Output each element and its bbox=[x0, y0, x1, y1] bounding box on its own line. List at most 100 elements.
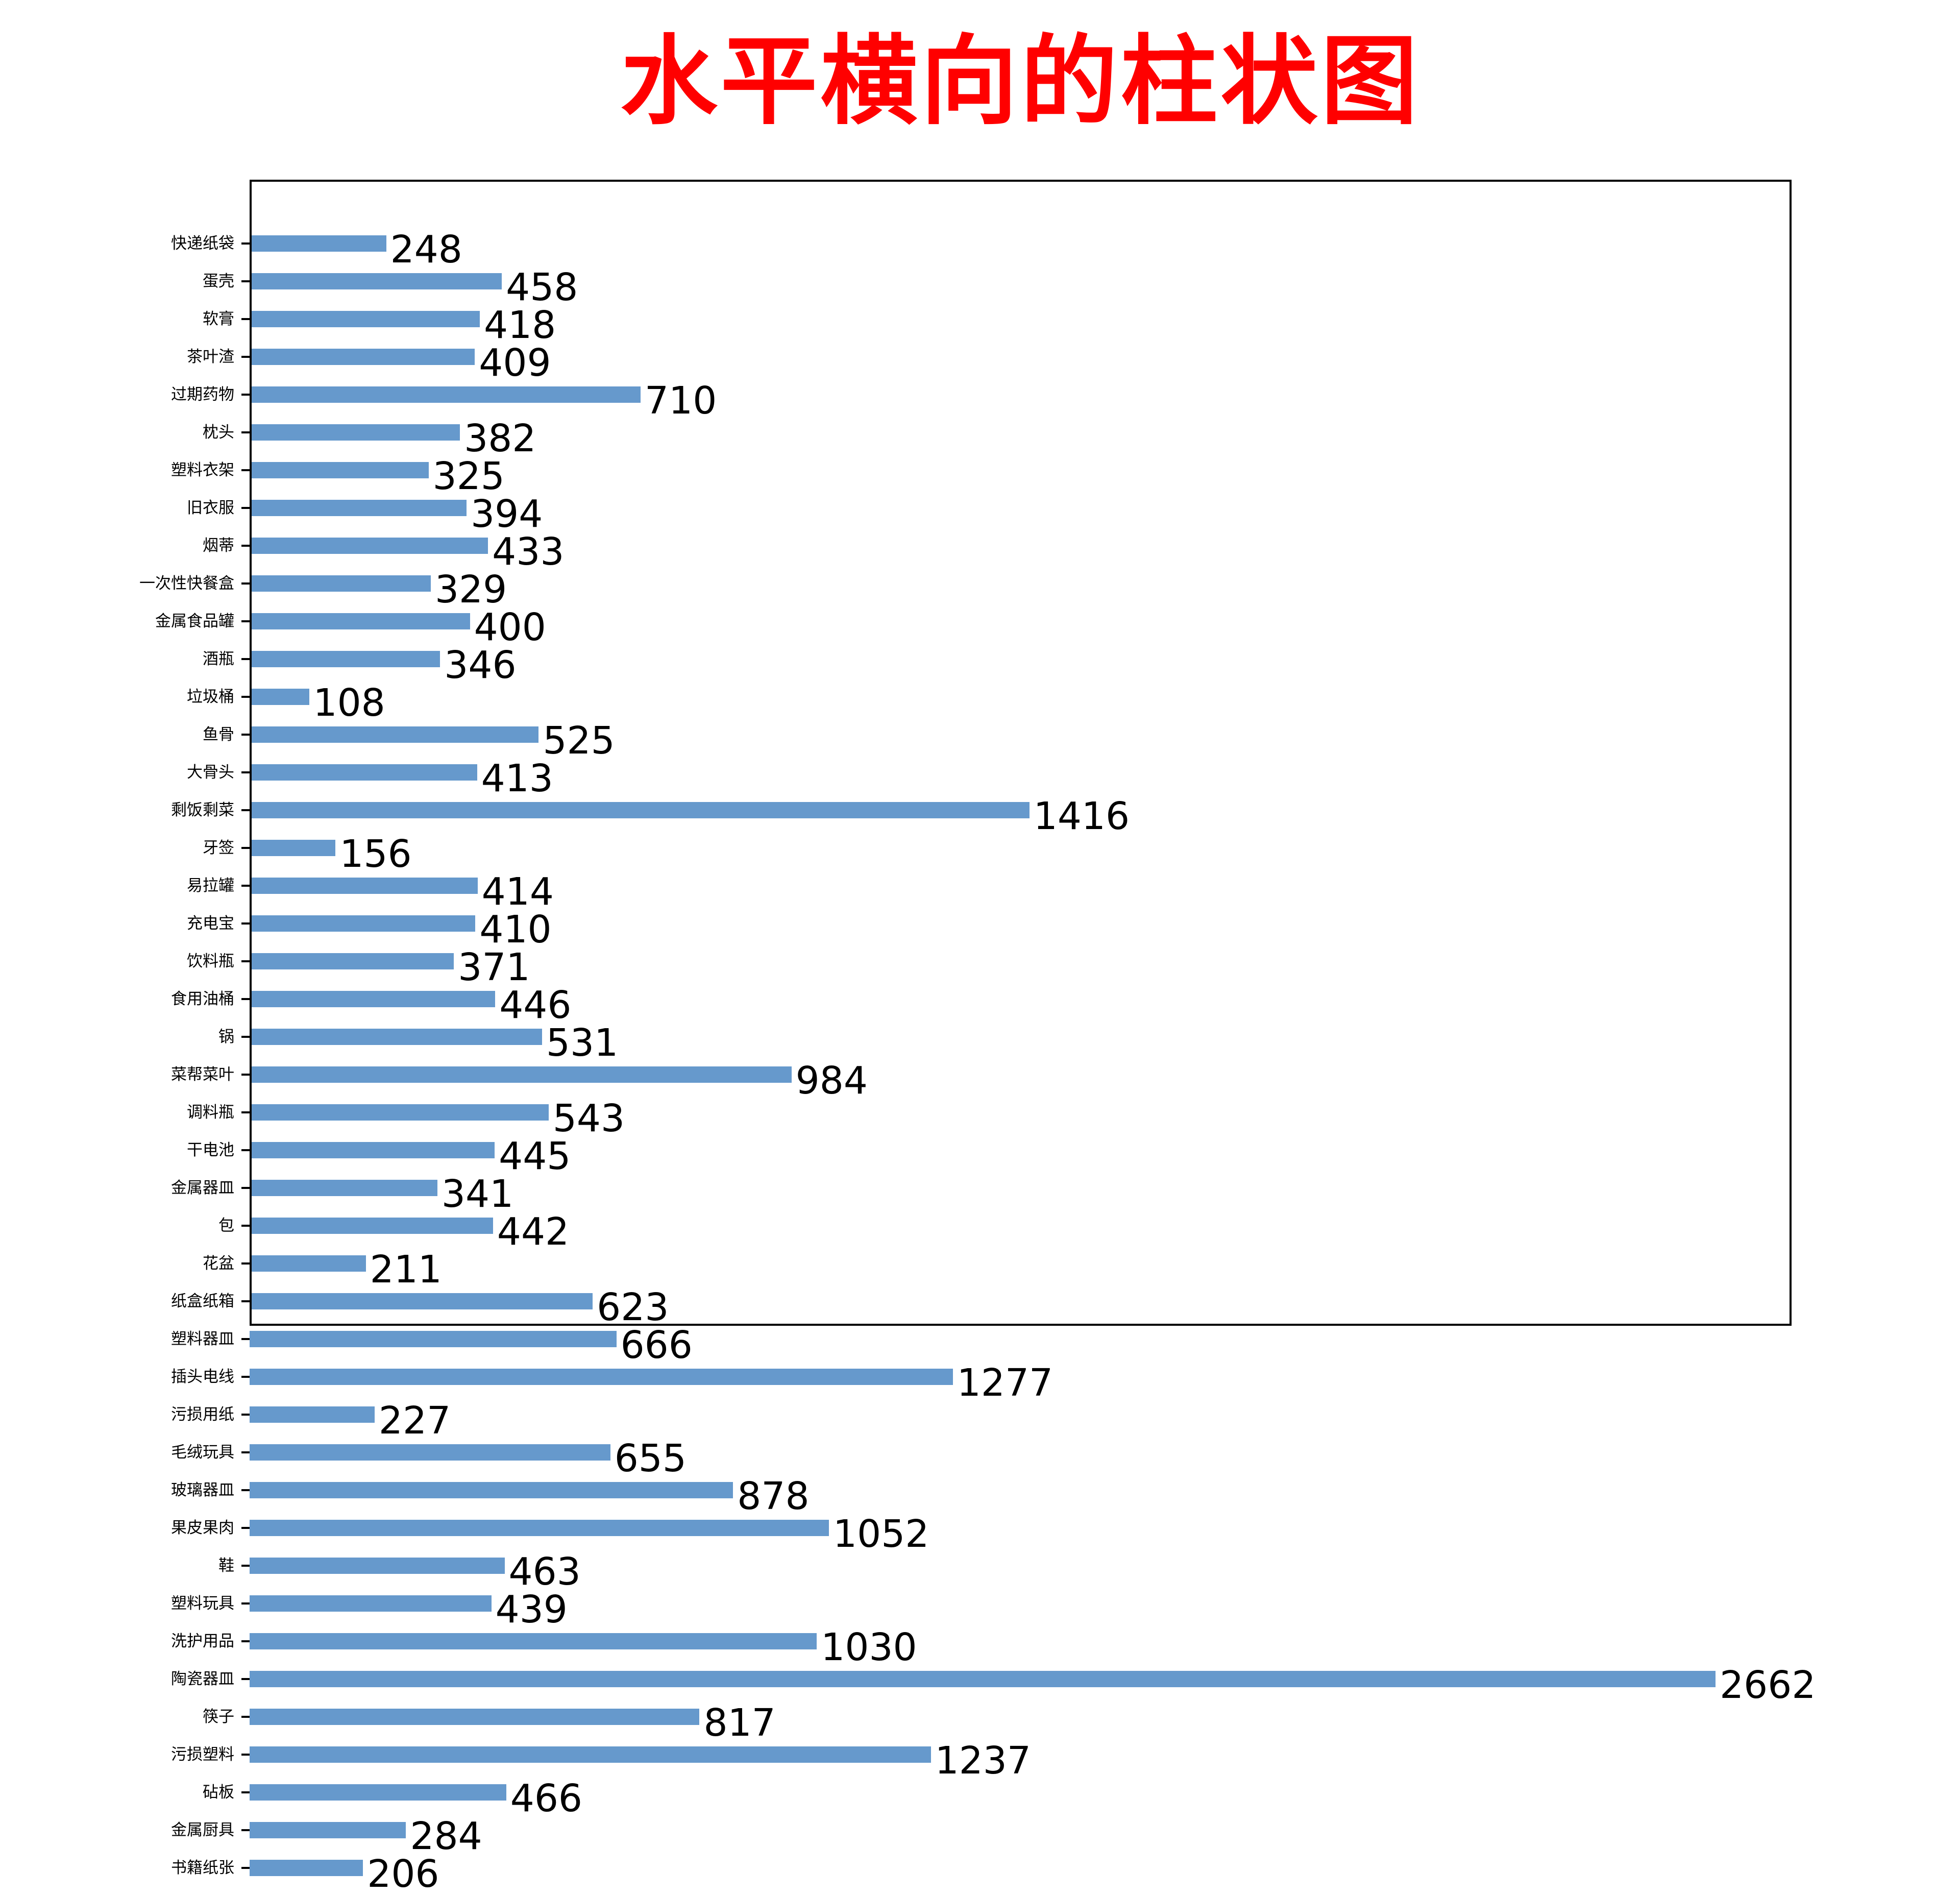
tick-mark bbox=[241, 1640, 250, 1642]
bar bbox=[250, 1444, 610, 1461]
category-label: 金属器皿 bbox=[171, 1178, 234, 1197]
bar-row: 充电宝 410 bbox=[187, 905, 1792, 949]
bar bbox=[250, 1406, 375, 1423]
value-label: 817 bbox=[703, 1701, 776, 1745]
bar bbox=[250, 1255, 366, 1272]
category-label: 茶叶渣 bbox=[187, 347, 234, 366]
bar-row: 花盆 211 bbox=[203, 1245, 1792, 1289]
bar-row: 污损用纸 227 bbox=[171, 1396, 1792, 1440]
bar-row: 旧衣服 394 bbox=[187, 489, 1792, 533]
value-label: 394 bbox=[471, 492, 543, 536]
tick-mark bbox=[241, 885, 250, 887]
bar bbox=[250, 1558, 505, 1574]
value-label: 325 bbox=[432, 454, 505, 498]
bar bbox=[250, 386, 641, 403]
bar bbox=[250, 1595, 492, 1612]
tick-mark bbox=[241, 922, 250, 925]
value-label: 1052 bbox=[833, 1512, 929, 1556]
category-label: 牙签 bbox=[203, 838, 234, 857]
bar bbox=[250, 651, 440, 667]
category-label: 一次性快餐盒 bbox=[139, 574, 234, 593]
value-label: 341 bbox=[441, 1172, 514, 1216]
tick-mark bbox=[241, 1149, 250, 1151]
bar-row: 饮料瓶 371 bbox=[187, 942, 1792, 986]
bar bbox=[250, 1331, 617, 1347]
bar-row: 快递纸袋 248 bbox=[171, 225, 1792, 269]
tick-mark bbox=[241, 960, 250, 962]
tick-mark bbox=[241, 847, 250, 849]
tick-mark bbox=[241, 1262, 250, 1265]
category-label: 果皮果肉 bbox=[171, 1518, 234, 1537]
tick-mark bbox=[241, 1187, 250, 1189]
category-label: 洗护用品 bbox=[171, 1632, 234, 1650]
tick-mark bbox=[241, 1791, 250, 1793]
tick-mark bbox=[241, 1565, 250, 1567]
bar-row: 塑料器皿 666 bbox=[171, 1320, 1792, 1364]
tick-mark bbox=[241, 734, 250, 736]
bar bbox=[250, 953, 454, 969]
value-label: 206 bbox=[367, 1852, 439, 1896]
category-label: 花盆 bbox=[203, 1254, 234, 1273]
value-label: 371 bbox=[458, 945, 530, 989]
bar-row: 果皮果肉 1052 bbox=[171, 1509, 1792, 1553]
tick-mark bbox=[241, 809, 250, 811]
category-label: 塑料玩具 bbox=[171, 1594, 234, 1613]
bar bbox=[250, 1784, 506, 1801]
chart-title: 水平横向的柱状图 bbox=[620, 25, 1421, 138]
bar-row: 塑料衣架 325 bbox=[171, 451, 1792, 495]
category-label: 剩饭剩菜 bbox=[171, 800, 234, 819]
category-label: 锅 bbox=[218, 1027, 234, 1046]
tick-mark bbox=[241, 1111, 250, 1113]
value-label: 878 bbox=[737, 1474, 810, 1518]
category-label: 调料瓶 bbox=[187, 1103, 234, 1122]
bar-row: 插头电线 1277 bbox=[171, 1358, 1792, 1402]
plot-frame bbox=[250, 180, 1792, 1326]
value-label: 413 bbox=[481, 757, 553, 800]
tick-mark bbox=[241, 1074, 250, 1076]
bar bbox=[250, 311, 480, 327]
bar-row: 毛绒玩具 655 bbox=[171, 1433, 1792, 1477]
bar-row: 包 442 bbox=[218, 1207, 1792, 1251]
tick-mark bbox=[241, 771, 250, 773]
value-label: 525 bbox=[543, 719, 615, 763]
value-label: 409 bbox=[479, 341, 551, 385]
bar-row: 金属器皿 341 bbox=[171, 1169, 1792, 1213]
tick-mark bbox=[241, 1678, 250, 1680]
tick-mark bbox=[241, 242, 250, 245]
value-label: 623 bbox=[597, 1285, 669, 1329]
bar-row: 干电池 445 bbox=[187, 1131, 1792, 1175]
category-label: 筷子 bbox=[203, 1707, 234, 1726]
category-label: 酒瓶 bbox=[203, 649, 234, 668]
bar bbox=[250, 613, 470, 629]
bar bbox=[250, 1142, 495, 1158]
value-label: 433 bbox=[492, 530, 565, 574]
bar bbox=[250, 349, 475, 365]
value-label: 442 bbox=[497, 1210, 570, 1254]
category-label: 软膏 bbox=[203, 309, 234, 328]
bar-row: 垃圾桶 108 bbox=[187, 678, 1792, 722]
category-label: 纸盒纸箱 bbox=[171, 1292, 234, 1310]
tick-mark bbox=[241, 1716, 250, 1718]
bar-row: 金属食品罐 400 bbox=[155, 602, 1792, 646]
category-label: 充电宝 bbox=[187, 914, 234, 933]
value-label: 346 bbox=[444, 643, 517, 687]
bar bbox=[250, 689, 309, 705]
tick-mark bbox=[241, 620, 250, 622]
bar-row: 牙签 156 bbox=[203, 829, 1792, 873]
tick-mark bbox=[241, 545, 250, 547]
category-label: 陶瓷器皿 bbox=[171, 1669, 234, 1688]
bar bbox=[250, 1293, 593, 1309]
value-label: 984 bbox=[795, 1059, 868, 1103]
bar-row: 调料瓶 543 bbox=[187, 1093, 1792, 1137]
tick-mark bbox=[241, 280, 250, 282]
bar-row: 易拉罐 414 bbox=[187, 867, 1792, 911]
category-label: 鱼骨 bbox=[203, 725, 234, 744]
tick-mark bbox=[241, 1451, 250, 1453]
bar bbox=[250, 462, 429, 478]
value-label: 439 bbox=[495, 1588, 568, 1632]
category-label: 蛋壳 bbox=[203, 272, 234, 290]
value-label: 156 bbox=[339, 832, 412, 876]
bar bbox=[250, 1746, 931, 1763]
bar-row: 纸盒纸箱 623 bbox=[171, 1282, 1792, 1326]
bar bbox=[250, 424, 460, 441]
